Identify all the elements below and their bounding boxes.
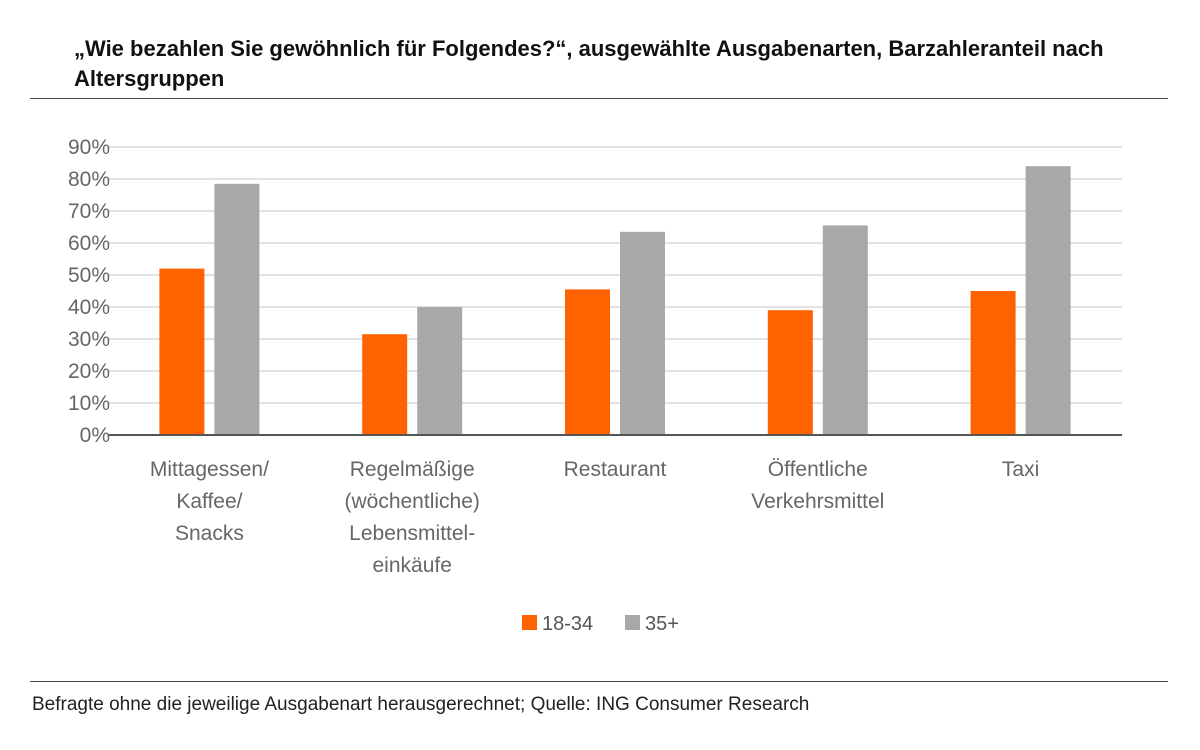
y-tick-label: 90%	[68, 136, 110, 159]
category-label: Kaffee/	[176, 490, 242, 513]
legend: 18-34 35+	[522, 613, 679, 635]
footer-divider	[30, 681, 1168, 682]
category-label: Öffentliche	[768, 458, 868, 481]
bar-35-plus	[417, 307, 463, 435]
y-tick-label: 60%	[68, 232, 110, 255]
y-tick-label: 10%	[68, 392, 110, 415]
chart-title: „Wie bezahlen Sie gewöhnlich für Folgend…	[74, 36, 1104, 91]
y-tick-label: 70%	[68, 200, 110, 223]
category-label: (wöchentliche)	[344, 490, 479, 513]
bar-chart: 0% 10% 20% 30% 40% 50% 60% 70% 80% 90% Mittagesse…	[68, 136, 1122, 635]
y-axis-tick-labels: 0% 10% 20% 30% 40% 50% 60% 70% 80% 90%	[68, 136, 110, 447]
category-label: Restaurant	[564, 458, 667, 481]
y-tick-label: 50%	[68, 264, 110, 287]
category-labels: Mittagessen/Kaffee/Snacks Regelmäßige (wöc…	[150, 458, 1039, 577]
category-label: Lebensmittel-	[349, 522, 475, 545]
y-tick-label: 30%	[68, 328, 110, 351]
legend-label: 35+	[645, 613, 679, 635]
bar-18-34	[362, 334, 408, 435]
bar-35-plus	[1025, 166, 1071, 435]
gridlines	[108, 146, 1122, 404]
bar-18-34	[565, 289, 610, 435]
category-label: Mittagessen/	[150, 458, 269, 481]
bar-18-34	[970, 291, 1016, 435]
legend-swatch	[522, 615, 537, 630]
bar-35-plus	[214, 183, 260, 435]
y-tick-label: 80%	[68, 168, 110, 191]
category-label: Verkehrsmittel	[751, 490, 884, 513]
category-label: Taxi	[1002, 458, 1039, 481]
bar-35-plus	[822, 225, 868, 435]
category-label: Regelmäßige	[350, 458, 475, 481]
footnote: Befragte ohne die jeweilige Ausgabenart …	[32, 694, 810, 715]
legend-label: 18-34	[542, 613, 593, 635]
y-tick-label: 20%	[68, 360, 110, 383]
bar-18-34	[767, 310, 813, 435]
bars	[159, 166, 1071, 435]
title-divider	[30, 98, 1168, 99]
y-tick-label: 0%	[80, 424, 110, 447]
y-tick-label: 40%	[68, 296, 110, 319]
bar-35-plus	[620, 231, 665, 435]
bar-18-34	[159, 268, 205, 435]
category-label: einkäufe	[372, 554, 451, 577]
legend-swatch	[625, 615, 640, 630]
category-label: Snacks	[175, 522, 244, 545]
